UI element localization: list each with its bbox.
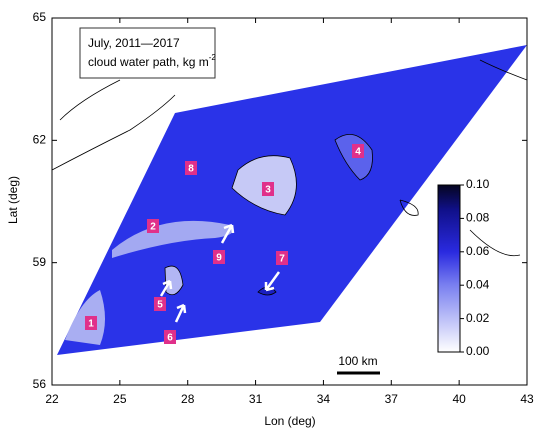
x-tick-label: 37 — [385, 392, 399, 406]
region-label-box — [185, 161, 197, 175]
region-label: 8 — [188, 164, 194, 175]
region-label-box — [352, 144, 364, 158]
colorbar-tick-label: 0.04 — [466, 277, 490, 291]
region-label: 6 — [167, 333, 173, 344]
x-tick-label: 22 — [45, 392, 59, 406]
lake-peipus — [164, 265, 184, 296]
frame — [51, 17, 528, 386]
x-tick-label: 28 — [181, 392, 195, 406]
y-tick-label: 59 — [33, 255, 47, 269]
region-label: 7 — [279, 254, 285, 265]
y-tick-label: 56 — [33, 377, 47, 391]
region-label: 1 — [88, 319, 94, 330]
region-label: 5 — [157, 300, 163, 311]
colorbar-tick-label: 0.06 — [466, 244, 490, 258]
colorbar-tick-label: 0.08 — [466, 211, 490, 225]
x-tick-label: 25 — [113, 392, 127, 406]
region-label: 9 — [216, 253, 222, 264]
colorbar — [437, 184, 461, 353]
legend-unit: cloud water path, kg m — [88, 55, 209, 69]
coastline — [51, 59, 528, 257]
legend-line1: July, 2011—2017 — [88, 36, 180, 50]
x-tick-label: 34 — [317, 392, 331, 406]
colorbar-tick-label: 0.02 — [466, 311, 490, 325]
arrows — [159, 223, 281, 323]
legend-box — [79, 27, 216, 79]
scale-bar-label: 100 km — [338, 354, 377, 368]
region-label: 2 — [150, 222, 156, 233]
region-label-box — [85, 316, 97, 330]
x-tick-label: 40 — [452, 392, 466, 406]
region-label-box — [164, 330, 176, 344]
region-label-box — [147, 219, 159, 233]
region-label: 4 — [355, 147, 361, 158]
gulf-of-finland — [112, 220, 233, 258]
region-label-box — [262, 182, 274, 196]
x-tick-label: 43 — [520, 392, 534, 406]
legend-line2: cloud water path, kg m-2 — [88, 53, 216, 69]
region-label-box — [154, 297, 166, 311]
y-axis-label: Lat (deg) — [6, 176, 20, 224]
y-tick-label: 65 — [33, 10, 47, 24]
colorbar-tick-label: 0.10 — [466, 177, 490, 191]
y-tick-label: 62 — [33, 133, 47, 147]
x-axis-label: Lon (deg) — [264, 414, 315, 428]
region-label-box — [276, 251, 288, 265]
region-label: 3 — [265, 185, 271, 196]
region-label-box — [213, 250, 225, 264]
plot-area: July, 2011—2017 cloud water path, kg m-2… — [51, 17, 528, 386]
legend-exponent: -2 — [209, 53, 217, 62]
x-tick-label: 31 — [249, 392, 263, 406]
colorbar-tick-label: 0.00 — [466, 344, 490, 358]
